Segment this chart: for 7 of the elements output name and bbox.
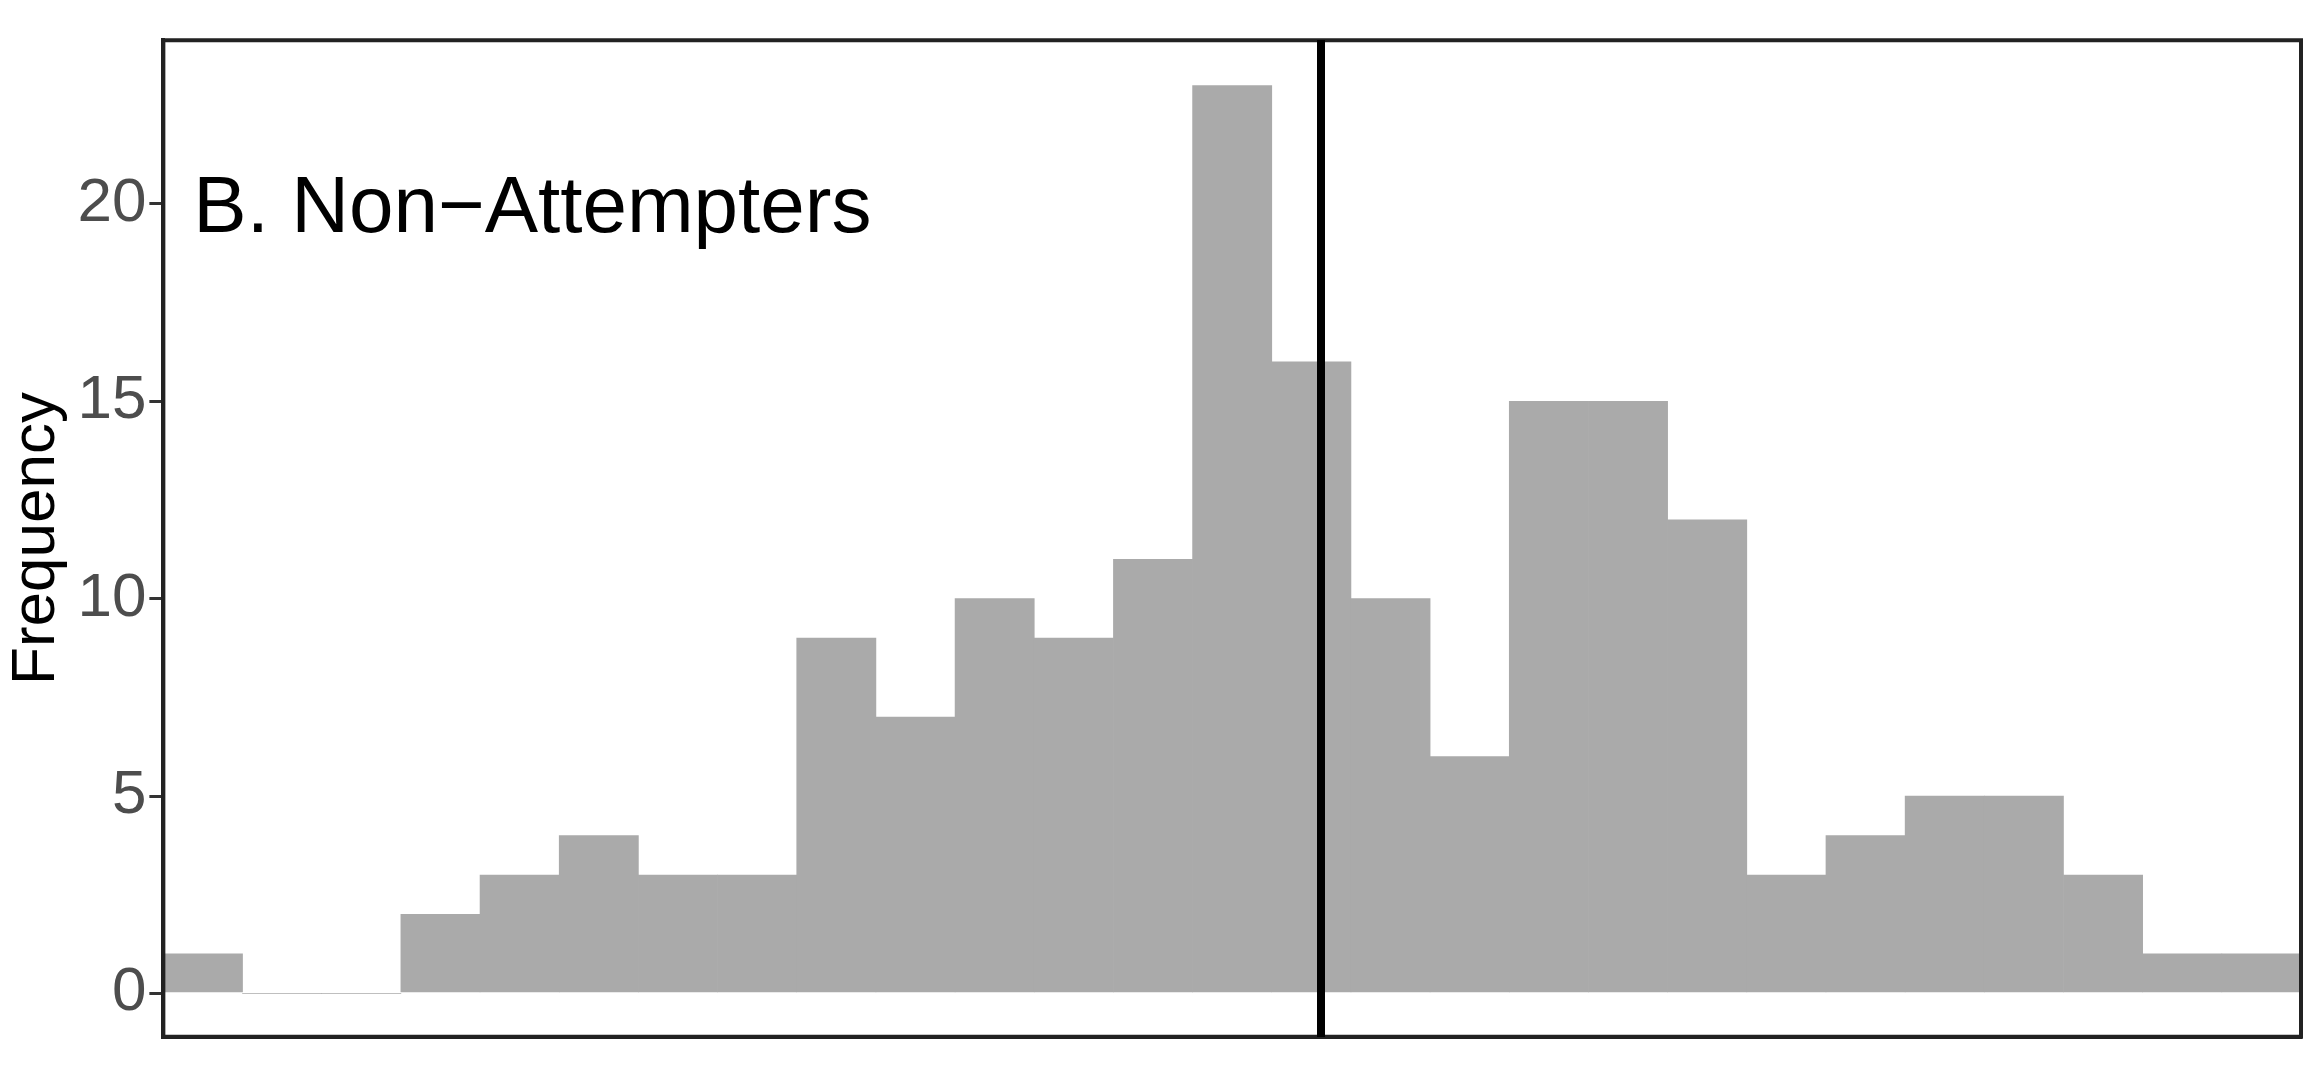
- y-tick-label: 10: [77, 559, 147, 629]
- y-tick-label: 20: [77, 165, 147, 235]
- annotation: B. Non−Attempters: [193, 160, 872, 250]
- y-axis-title: Frequency: [0, 392, 68, 685]
- y-tick-label: 15: [77, 362, 147, 432]
- y-tick-label: 0: [111, 954, 147, 1024]
- y-tick-label: 5: [111, 757, 147, 827]
